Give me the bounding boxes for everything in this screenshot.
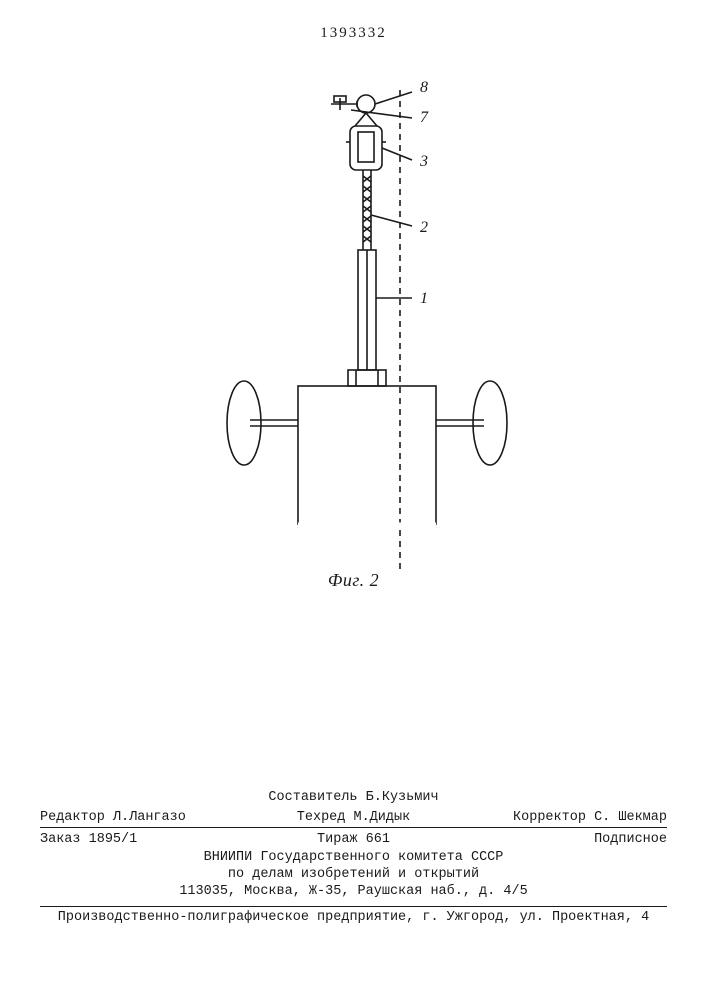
compiler-label: Составитель (268, 790, 357, 805)
colophon: Составитель Б.Кузьмич Редактор Л.Лангазо… (40, 790, 667, 901)
org-line-1: ВНИИПИ Государственного комитета СССР (40, 850, 667, 867)
techred-label: Техред (297, 810, 346, 825)
right-wheel (473, 381, 507, 465)
textured-rod (363, 170, 371, 250)
patent-number: 1393332 (0, 25, 707, 42)
swivel-link-l (355, 113, 366, 126)
corrector-name: С. Шекмар (594, 810, 667, 825)
techred-cell: Техред М.Дидык (247, 810, 460, 825)
order-value: 1895/1 (89, 832, 138, 847)
left-wheel (227, 381, 261, 465)
page: 1393332 (0, 0, 707, 1000)
clevis-inner (358, 132, 374, 162)
leader-8 (375, 92, 412, 104)
editor-cell: Редактор Л.Лангазо (40, 810, 247, 825)
order-cell: Заказ 1895/1 (40, 832, 247, 847)
leader-2 (371, 215, 412, 226)
printer-line: Производственно-полиграфическое предприя… (40, 910, 667, 925)
subscription: Подписное (594, 832, 667, 847)
vehicle-body (298, 386, 436, 524)
order-label: Заказ (40, 832, 81, 847)
label-1: 1 (420, 290, 428, 307)
divider-2 (40, 906, 667, 907)
techred-name: М.Дидык (353, 810, 410, 825)
figure-2: 8 7 3 2 1 Фиг. 2 (0, 70, 707, 600)
label-7: 7 (420, 109, 429, 126)
credit-row: Редактор Л.Лангазо Техред М.Дидык Коррек… (40, 807, 667, 827)
tirazh-cell: Тираж 661 (247, 832, 460, 847)
mount-plate (348, 370, 386, 386)
tirazh-label: Тираж (317, 832, 358, 847)
subscription-cell: Подписное (460, 832, 667, 847)
corrector-label: Корректор (513, 810, 586, 825)
figure-caption: Фиг. 2 (328, 570, 379, 591)
leader-3 (382, 148, 412, 160)
order-row: Заказ 1895/1 Тираж 661 Подписное (40, 828, 667, 850)
tirazh-value: 661 (366, 832, 390, 847)
corrector-cell: Корректор С. Шекмар (460, 810, 667, 825)
label-8: 8 (420, 79, 428, 96)
org-line-3: 113035, Москва, Ж-35, Раушская наб., д. … (40, 884, 667, 901)
editor-name: Л.Лангазо (113, 810, 186, 825)
label-3: 3 (419, 153, 428, 170)
swivel-link-r (366, 113, 377, 126)
compiler-line: Составитель Б.Кузьмич (40, 790, 667, 807)
figure-svg: 8 7 3 2 1 (0, 70, 707, 600)
label-2: 2 (420, 219, 428, 236)
org-line-2: по делам изобретений и открытий (40, 867, 667, 884)
compiler-name: Б.Кузьмич (366, 790, 439, 805)
leader-7 (351, 110, 412, 118)
editor-label: Редактор (40, 810, 105, 825)
top-ball (357, 95, 375, 113)
